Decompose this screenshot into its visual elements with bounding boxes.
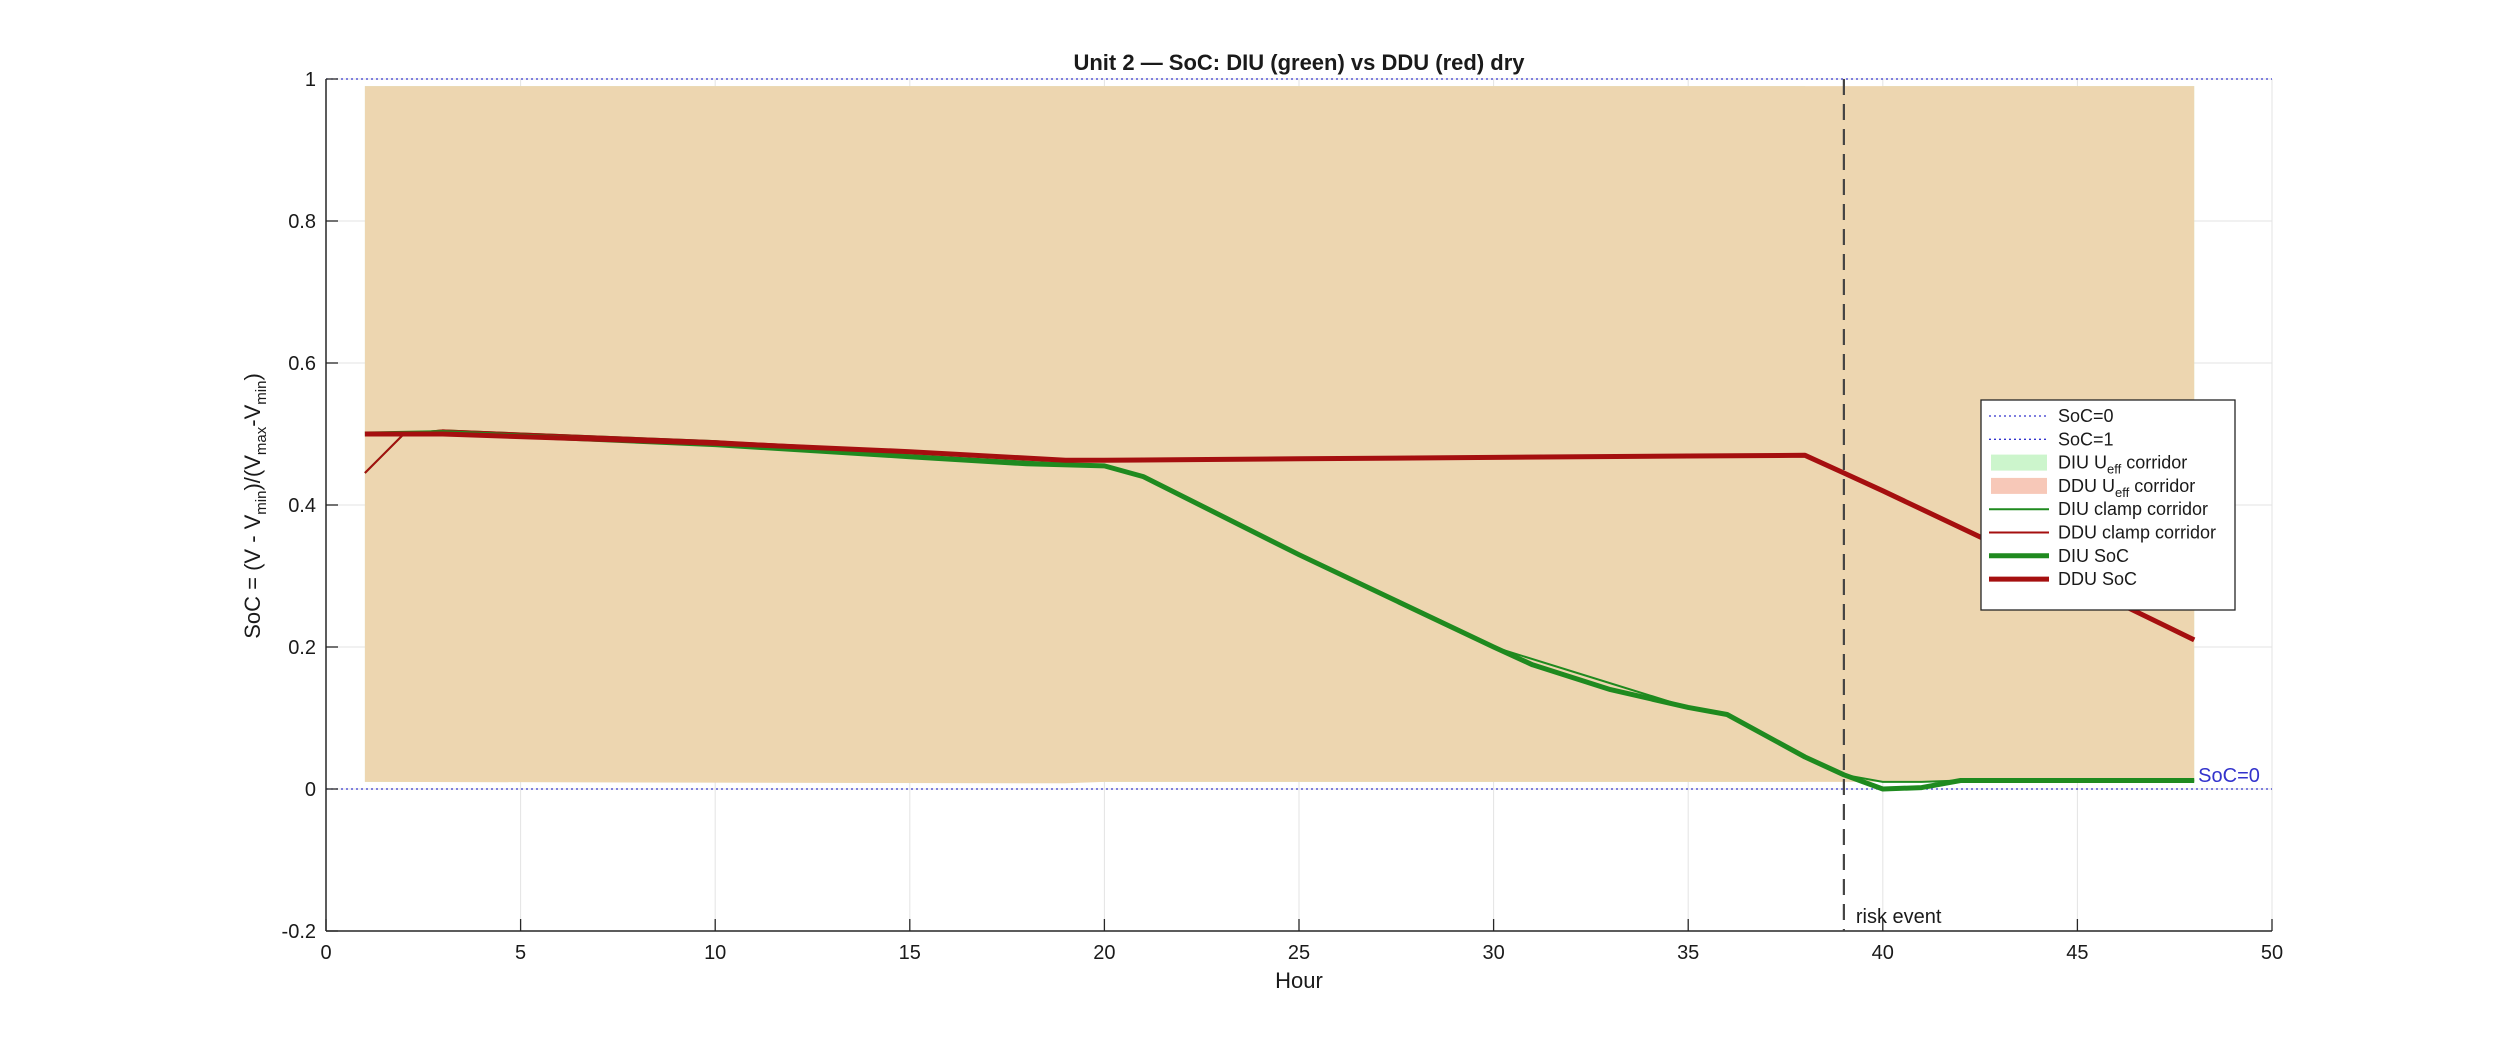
x-tick-label: 50	[2261, 942, 2283, 964]
legend-swatch	[1991, 477, 2047, 494]
y-axis-label: SoC = (V - Vmin)/(Vmax-Vmin)	[240, 373, 270, 639]
legend-entry: SoC=1	[1989, 429, 2114, 449]
x-tick-label: 15	[899, 942, 921, 964]
legend-entry: DIU clamp corridor	[1989, 499, 2208, 519]
x-tick-label: 30	[1482, 942, 1504, 964]
legend-entry: SoC=0	[1989, 406, 2114, 426]
legend-label: DIU clamp corridor	[2058, 499, 2208, 519]
x-tick-label: 35	[1677, 942, 1699, 964]
legend-entry: DIU SoC	[1989, 546, 2129, 566]
y-tick-label: 0.4	[288, 495, 316, 517]
x-tick-label: 40	[1872, 942, 1894, 964]
y-axis-label-part: )/(V	[240, 455, 265, 491]
legend-label: DDU Ueff corridor	[2058, 476, 2195, 500]
legend-label: DDU SoC	[2058, 569, 2137, 589]
series-line	[364, 430, 2195, 792]
legend-label: DIU Ueff corridor	[2058, 453, 2187, 477]
y-tick-label: 0.6	[288, 353, 316, 375]
y-tick-label: 0.2	[288, 637, 316, 659]
y-axis-label-part: SoC = (V - V	[240, 514, 265, 638]
legend-label: DIU SoC	[2058, 546, 2129, 566]
y-axis-label-subscript: min	[253, 491, 270, 515]
x-tick-label: 45	[2066, 942, 2088, 964]
y-axis-label-part: )	[240, 373, 265, 380]
x-tick-label: 5	[515, 942, 526, 964]
chart-title: Unit 2 — SoC: DIU (green) vs DDU (red) d…	[1073, 50, 1525, 75]
x-tick-label: 20	[1093, 942, 1115, 964]
legend-entry: DDU Ueff corridor	[1991, 476, 2195, 500]
y-tick-label: -0.2	[282, 921, 316, 943]
legend-label: DDU clamp corridor	[2058, 523, 2216, 543]
y-axis-label-part: -V	[240, 404, 265, 426]
axes: 0 5 10 15 20 25 30 35 40 45 50-0.200.20.40.60.81	[282, 69, 2284, 964]
x-tick-label: 10	[704, 942, 726, 964]
legend-entry: DDU SoC	[1989, 569, 2137, 589]
ddu-corridor-band	[364, 86, 2195, 784]
y-axis-label-subscript: max	[253, 426, 270, 455]
risk-event-label: risk event	[1856, 906, 1942, 928]
soc0-label: SoC=0	[2198, 765, 2260, 787]
legend-label: SoC=1	[2058, 429, 2114, 449]
legend-entry: DIU Ueff corridor	[1991, 453, 2187, 477]
legend-swatch	[1991, 454, 2047, 471]
legend-label: SoC=0	[2058, 406, 2114, 426]
series-line	[364, 431, 2196, 643]
x-tick-label: 0	[320, 942, 331, 964]
y-tick-label: 0	[305, 779, 316, 801]
corridor-bands	[364, 86, 2195, 784]
legend-box	[1980, 399, 2236, 611]
y-tick-label: 1	[305, 69, 316, 91]
series-lines	[364, 429, 2196, 792]
y-axis-label-subscript: min	[253, 381, 270, 405]
reference-lines	[326, 78, 2272, 790]
x-axis-label: Hour	[1275, 968, 1323, 993]
annotations: risk event SoC=0	[1842, 79, 2260, 931]
x-tick-label: 25	[1288, 942, 1310, 964]
y-tick-label: 0.8	[288, 211, 316, 233]
legend-entry: DDU clamp corridor	[1989, 523, 2216, 543]
